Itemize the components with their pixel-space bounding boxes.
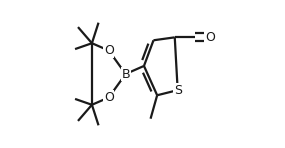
Text: O: O — [104, 44, 114, 57]
Text: O: O — [205, 31, 215, 44]
Text: O: O — [104, 91, 114, 104]
Text: B: B — [121, 67, 130, 81]
Text: S: S — [174, 84, 182, 97]
